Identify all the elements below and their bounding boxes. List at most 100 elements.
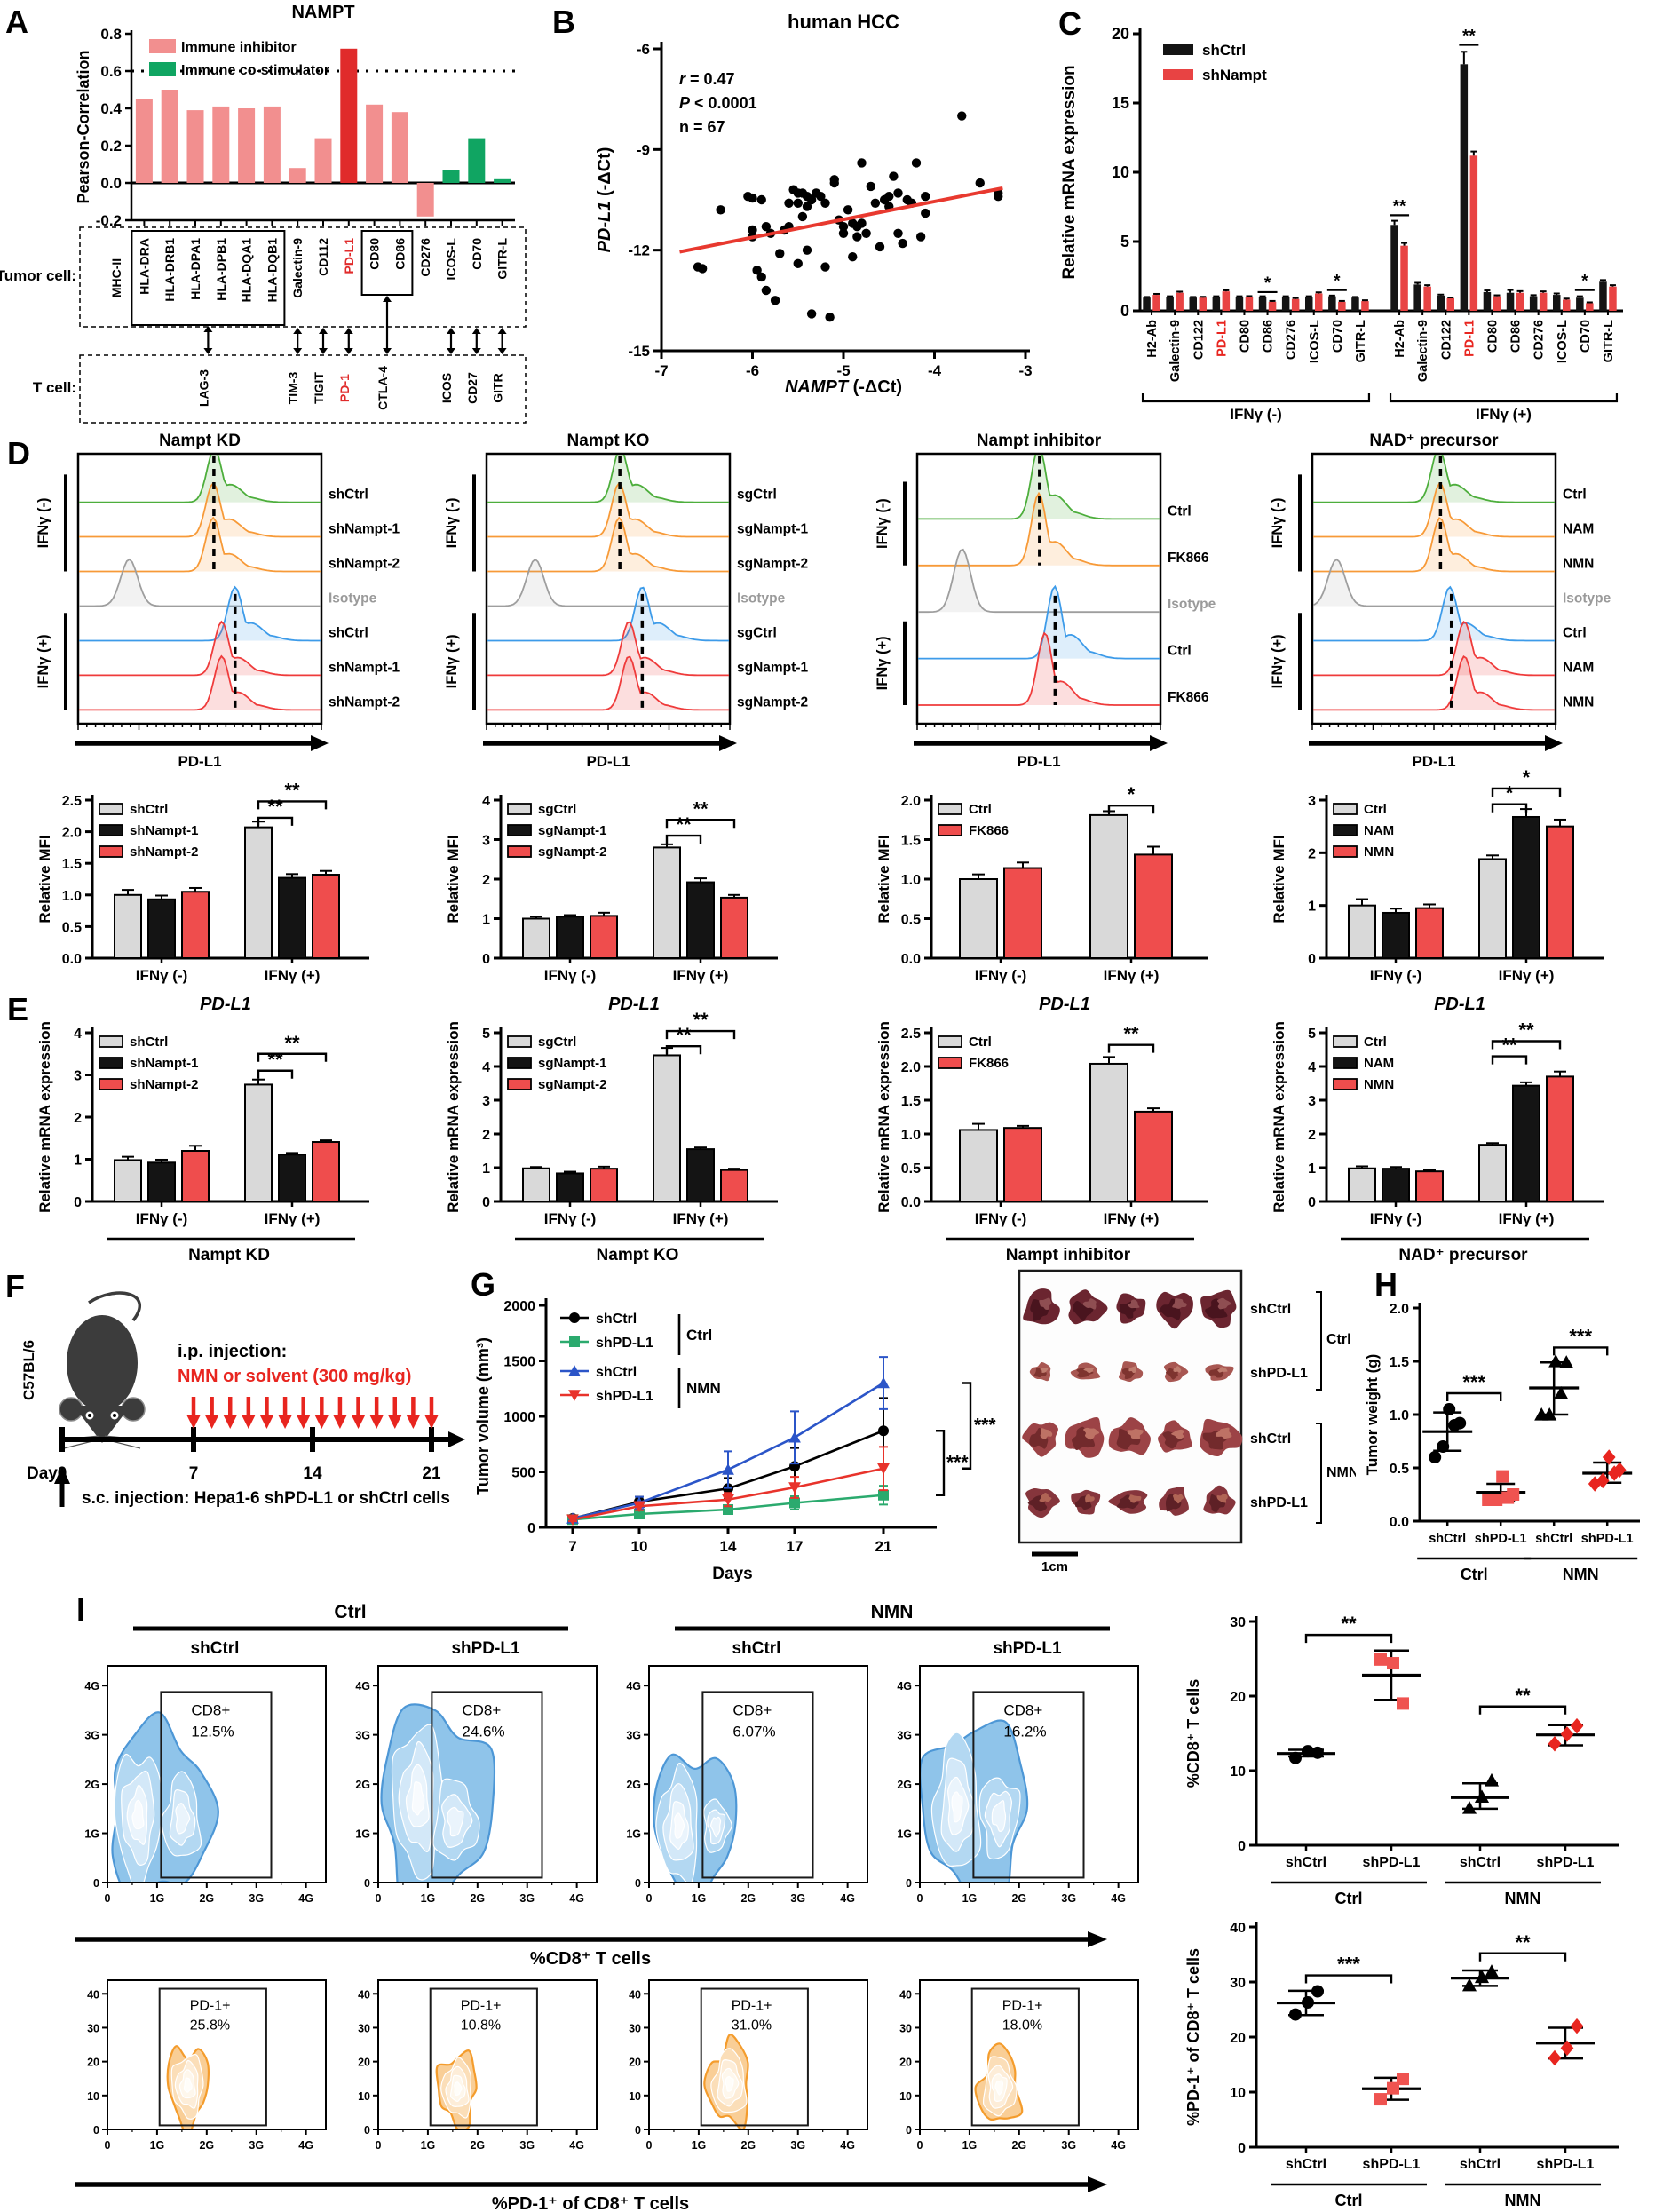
x-tick: 0 xyxy=(646,1892,653,1905)
bar-shNampt-2 xyxy=(312,1141,340,1202)
tumor-cell-label-HLA-DPA1: HLA-DPA1 xyxy=(188,238,202,300)
legend-shNampt-1: shNampt-1 xyxy=(130,1056,199,1071)
svg-text:0.5: 0.5 xyxy=(62,920,82,935)
hist-row-label: sgNampt-1 xyxy=(737,522,808,537)
legend-NMN: NMN xyxy=(1364,1077,1394,1092)
gate-label: PD-1+ xyxy=(461,1999,502,2014)
hist-row-label: NMN xyxy=(1563,694,1594,710)
mhc2-label: MHC-II xyxy=(109,258,123,297)
legend-shNampt-2: shNampt-2 xyxy=(130,844,199,860)
significance-label: * xyxy=(1523,768,1531,789)
svg-text:7: 7 xyxy=(568,1538,576,1555)
svg-text:30: 30 xyxy=(1230,1615,1246,1630)
panel-label-d: D xyxy=(7,435,30,472)
category-label: Galectin-9 xyxy=(1168,320,1183,382)
y-axis-label: Relative MFI xyxy=(1271,835,1287,923)
chart-title: PD-L1 xyxy=(1434,995,1485,1014)
legend-NMN: NMN xyxy=(1364,844,1394,860)
y-axis-label: Relative mRNA expression xyxy=(1271,1021,1287,1213)
category-label: CD70 xyxy=(1579,320,1593,353)
panel-label-h: H xyxy=(1374,1266,1398,1303)
panel-e-pdl1-bar-inhibitor: PD-L1 0.0 0.5 1.0 1.5 2.0 2.5 Relative mRNA exp… xyxy=(875,995,1208,1265)
svg-text:-5: -5 xyxy=(836,362,850,379)
bar xyxy=(1361,301,1369,311)
gate-label: CD8+ xyxy=(732,1701,772,1718)
legend-NMN-shPD-L1: shPD-L1 xyxy=(596,1389,653,1404)
nmn-arrow xyxy=(351,1415,366,1429)
hist-curve-shNampt-1 xyxy=(79,481,321,538)
svg-text:2000: 2000 xyxy=(503,1299,535,1314)
y-tick: 40 xyxy=(899,1988,912,2001)
data-point xyxy=(893,188,903,198)
y-axis-label: PD-L1 (-ΔCt) xyxy=(595,147,614,253)
ip-injection-detail: NMN or solvent (300 mg/kg) xyxy=(178,1367,411,1386)
x-tick: 1G xyxy=(421,2139,436,2152)
gate-percent: 10.8% xyxy=(461,2018,501,2034)
y-tick: 2G xyxy=(84,1779,99,1791)
nmn-arrow xyxy=(296,1415,311,1429)
x-tick: 2G xyxy=(1011,1892,1026,1905)
svg-text:**: ** xyxy=(1393,197,1406,216)
hist-row-label: sgNampt-2 xyxy=(737,694,808,710)
x-tick: 3G xyxy=(519,1892,535,1905)
photo-row-label: shPD-L1 xyxy=(1250,1495,1308,1510)
panel-h-tumor-weight-chart: 0.0 0.5 1.0 1.5 2.0 Tumor weight (g) shCtrl shP… xyxy=(1364,1302,1640,1583)
significance-label: * xyxy=(1506,782,1514,805)
x-tick: 3G xyxy=(1061,2139,1076,2152)
y-tick: 10 xyxy=(87,2090,99,2103)
header-ctrl: Ctrl xyxy=(334,1602,366,1622)
bar-sgNampt-2 xyxy=(590,1168,618,1202)
bar xyxy=(1493,296,1501,311)
bar xyxy=(1469,155,1478,311)
data-point xyxy=(775,249,785,258)
t-cell-label-ICOS: ICOS xyxy=(439,373,454,403)
y-axis-label: Relative MFI xyxy=(36,835,53,923)
bar-PD-L1 xyxy=(340,48,358,183)
bar-HLA-DQA1 xyxy=(238,108,256,183)
data-point xyxy=(825,313,835,322)
y-tick: 10 xyxy=(358,2090,370,2103)
category-label: GITR-L xyxy=(1354,320,1368,362)
sub-label: Nampt KD xyxy=(188,1246,270,1265)
gate-percent: 18.0% xyxy=(1002,2018,1042,2034)
chart-title: human HCC xyxy=(788,11,899,33)
bar xyxy=(1176,292,1184,311)
bar-sgNampt-1 xyxy=(556,1172,584,1203)
hist-curve-Isotype xyxy=(79,558,321,607)
svg-text:3: 3 xyxy=(1308,1094,1316,1109)
data-point xyxy=(761,285,772,296)
bar xyxy=(1390,225,1398,311)
group-label: IFNγ (-) xyxy=(975,967,1027,984)
x-tick: 2G xyxy=(470,2139,485,2152)
ifn-group-label: IFNγ (-) xyxy=(444,498,460,549)
svg-text:1.0: 1.0 xyxy=(1390,1408,1409,1423)
svg-text:4: 4 xyxy=(482,794,490,809)
data-point xyxy=(870,198,881,208)
gate-label: CD8+ xyxy=(462,1701,501,1718)
tumor-cell-row-label: Tumor cell: xyxy=(0,267,76,284)
tumor-cell-label-HLA-DRB1: HLA-DRB1 xyxy=(162,238,177,302)
data-point xyxy=(752,266,762,275)
x-tick: 4G xyxy=(840,2139,855,2152)
hist-curve-shCtrl xyxy=(79,585,321,642)
svg-text:3: 3 xyxy=(74,1069,82,1084)
gate-label: CD8+ xyxy=(191,1701,230,1718)
tumor-cell-label-HLA-DPB1: HLA-DPB1 xyxy=(214,238,228,301)
panel-d-mfi-bar-inhibitor: 0.0 0.5 1.0 1.5 2.0 Relative MFI IFNγ (-) IFNγ … xyxy=(875,783,1208,984)
hist-row-label: FK866 xyxy=(1168,551,1209,566)
hist-row-label: NMN xyxy=(1563,557,1594,572)
bar-CD112 xyxy=(314,138,332,183)
group-label: IFNγ (+) xyxy=(1499,967,1555,984)
legend-sgNampt-1: sgNampt-1 xyxy=(538,823,607,838)
legend-FK866: FK866 xyxy=(969,823,1009,838)
bar-NMN xyxy=(1546,1075,1574,1203)
x-group-label: shCtrl xyxy=(1286,1855,1326,1870)
svg-text:1.0: 1.0 xyxy=(901,873,921,888)
svg-text:3: 3 xyxy=(1308,794,1316,809)
y-tick: 4G xyxy=(626,1680,641,1693)
nmn-arrow xyxy=(332,1415,347,1429)
hist-title: NAD⁺ precursor xyxy=(1369,432,1499,450)
y-tick: 20 xyxy=(87,2057,99,2069)
panel-d-hist-nampt-inhibitor: Nampt inhibitor Ctrl FK866 Isotype Ctrl FK866… xyxy=(875,432,1216,770)
data-point xyxy=(793,198,803,208)
